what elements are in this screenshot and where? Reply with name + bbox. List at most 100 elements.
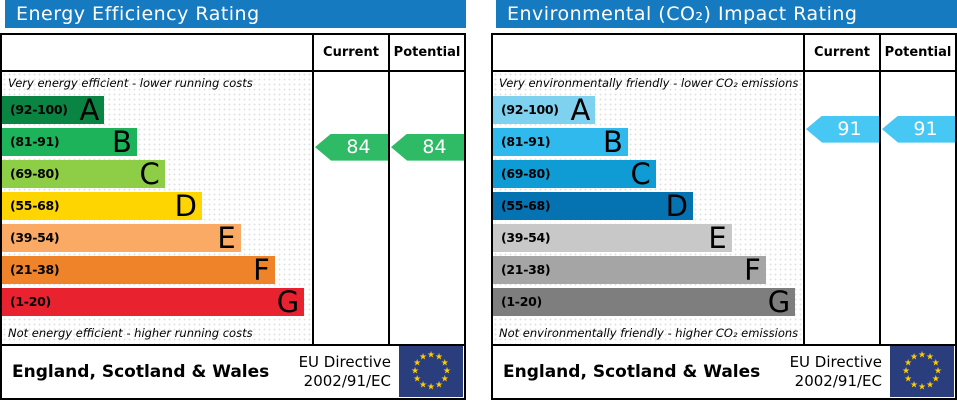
- rating-band-row: (92-100) A: [493, 95, 803, 128]
- chart-body: Very environmentally friendly - lower CO…: [493, 71, 955, 344]
- eu-flag-star: ★: [925, 352, 935, 363]
- header-spacer-cell: [493, 35, 803, 70]
- rating-band-a: (92-100) A: [2, 92, 105, 127]
- band-letter: G: [767, 284, 791, 319]
- eu-flag-star: ★: [440, 358, 449, 369]
- rating-band-row: (21-38) F: [493, 255, 803, 288]
- band-letter: C: [630, 156, 651, 191]
- rating-bands: (92-100) A (81-91) B (69-80) C (55-68) D…: [2, 92, 312, 320]
- current-rating-arrow: 91: [806, 115, 879, 143]
- rating-band-b: (81-91) B: [493, 127, 628, 156]
- current-column-header: Current: [803, 35, 879, 70]
- rating-band-f: (21-38) F: [493, 255, 766, 284]
- potential-rating-value: 91: [913, 118, 938, 141]
- band-letter: D: [665, 188, 688, 223]
- rating-band-b: (81-91) B: [2, 124, 137, 159]
- band-letter: F: [253, 252, 270, 287]
- rating-band-e: (39-54) E: [2, 220, 241, 255]
- eu-flag-star: ★: [413, 358, 422, 369]
- band-range-label: (81-91): [10, 134, 60, 150]
- band-range-label: (81-91): [501, 134, 551, 150]
- eu-directive-line1: EU Directive: [298, 352, 391, 371]
- eu-flag-star: ★: [426, 350, 436, 361]
- band-range-label: (55-68): [501, 198, 551, 214]
- rating-band-row: (1-20) G: [493, 284, 803, 320]
- potential-rating-column: 84: [388, 71, 464, 344]
- energy-efficiency-panel: Energy Efficiency Rating Current Potenti…: [0, 0, 466, 404]
- rating-band-row: (69-80) C: [493, 156, 803, 192]
- band-range-label: (39-54): [10, 230, 60, 246]
- rating-band-row: (55-68) D: [2, 188, 312, 224]
- band-range-label: (1-20): [10, 294, 51, 310]
- eu-flag-star: ★: [925, 380, 935, 391]
- band-range-label: (21-38): [501, 262, 551, 278]
- eu-flag-icon: ★ ★ ★ ★ ★ ★ ★ ★ ★ ★ ★ ★: [890, 346, 954, 398]
- rating-bands: (92-100) A (81-91) B (69-80) C (55-68) D…: [493, 95, 803, 320]
- rating-band-g: (1-20) G: [493, 284, 796, 319]
- potential-rating-arrow: 84: [391, 133, 464, 161]
- potential-rating-column: 91: [879, 71, 955, 344]
- eu-flag-star: ★: [909, 352, 919, 363]
- rating-band-row: (92-100) A: [2, 92, 312, 128]
- band-letter: A: [79, 92, 100, 127]
- potential-column-header: Potential: [388, 35, 464, 70]
- rating-band-d: (55-68) D: [493, 188, 693, 223]
- eu-flag-star: ★: [904, 358, 913, 369]
- rating-band-row: (55-68) D: [493, 188, 803, 224]
- potential-rating-arrow: 91: [882, 115, 955, 143]
- eu-flag-star: ★: [917, 382, 927, 393]
- environmental-impact-panel: Environmental (CO₂) Impact Rating Curren…: [491, 0, 957, 404]
- eu-flag-star: ★: [434, 380, 444, 391]
- eu-flag-star: ★: [442, 366, 452, 377]
- rating-band-e: (39-54) E: [493, 223, 732, 252]
- bottom-note: Not environmentally friendly - higher CO…: [499, 325, 799, 340]
- eu-flag-star: ★: [410, 366, 420, 377]
- current-rating-column: 91: [803, 71, 879, 344]
- table-header-row: Current Potential: [493, 35, 955, 72]
- band-letter: D: [174, 188, 197, 223]
- top-note: Very environmentally friendly - lower CO…: [499, 75, 799, 90]
- band-range-label: (1-20): [501, 294, 542, 310]
- eu-flag-star: ★: [931, 374, 940, 385]
- eu-flag-star: ★: [418, 352, 428, 363]
- rating-band-g: (1-20) G: [2, 284, 305, 319]
- eu-directive-line2: 2002/91/EC: [303, 371, 391, 390]
- band-letter: G: [276, 284, 300, 319]
- rating-band-row: (39-54) E: [2, 220, 312, 256]
- chart-body: Very energy efficient - lower running co…: [2, 71, 464, 344]
- eu-flag-star: ★: [933, 366, 943, 377]
- eu-flag-star: ★: [434, 352, 444, 363]
- current-rating-value: 91: [837, 118, 862, 141]
- band-range-label: (21-38): [10, 262, 60, 278]
- current-rating-arrow: 84: [315, 133, 388, 161]
- eu-flag-icon: ★ ★ ★ ★ ★ ★ ★ ★ ★ ★ ★ ★: [399, 346, 463, 398]
- rating-band-row: (81-91) B: [2, 124, 312, 160]
- band-range-label: (69-80): [501, 166, 551, 182]
- eu-directive-line1: EU Directive: [789, 352, 882, 371]
- rating-band-c: (69-80) C: [2, 159, 165, 188]
- current-rating-column: 84: [312, 71, 388, 344]
- rating-band-row: (39-54) E: [493, 223, 803, 256]
- potential-rating-value: 84: [422, 136, 447, 159]
- rating-table: Current Potential Very energy efficient …: [0, 33, 466, 400]
- band-letter: B: [111, 124, 132, 159]
- eu-flag-star: ★: [909, 380, 919, 391]
- rating-band-d: (55-68) D: [2, 188, 202, 223]
- panel-title: Energy Efficiency Rating: [5, 0, 466, 28]
- eu-flag-star: ★: [901, 366, 911, 377]
- rating-band-row: (21-38) F: [2, 252, 312, 288]
- table-footer: England, Scotland & Wales EU Directive 2…: [2, 343, 464, 398]
- eu-flag-star: ★: [904, 374, 913, 385]
- header-spacer-cell: [2, 35, 312, 70]
- eu-directive-line2: 2002/91/EC: [794, 371, 882, 390]
- rating-band-row: (1-20) G: [2, 284, 312, 320]
- rating-band-c: (69-80) C: [493, 156, 656, 191]
- band-letter: E: [217, 220, 236, 255]
- band-range-label: (55-68): [10, 198, 60, 214]
- bottom-note: Not energy efficient - higher running co…: [8, 325, 253, 340]
- top-note: Very energy efficient - lower running co…: [8, 75, 253, 90]
- potential-column-header: Potential: [879, 35, 955, 70]
- table-footer: England, Scotland & Wales EU Directive 2…: [493, 343, 955, 398]
- band-range-label: (92-100): [501, 102, 559, 118]
- eu-flag-star: ★: [413, 374, 422, 385]
